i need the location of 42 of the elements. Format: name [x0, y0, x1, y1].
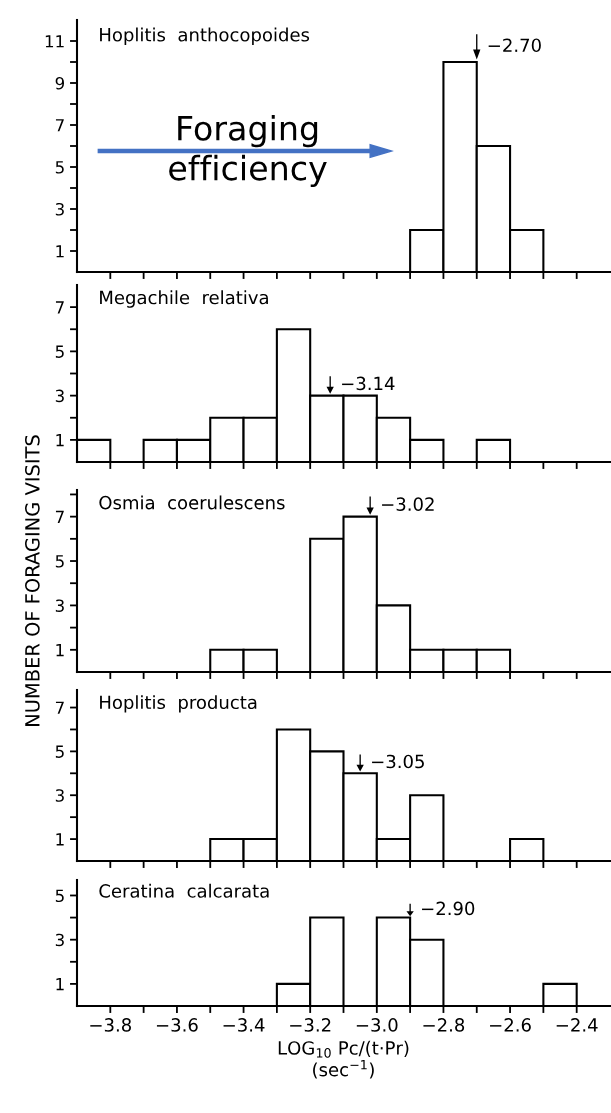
annotation: Hoplitis producta [100, 695, 257, 713]
y-axis-title: NUMBER OF FORAGING VISITS [25, 435, 40, 726]
annotation: Megachile relativa [100, 290, 268, 308]
annotation: −2.90 [422, 901, 475, 916]
annotation: −3.05 [372, 754, 424, 769]
y-tick-label: 5 [55, 555, 64, 568]
annotation: Foraging efficiency [169, 114, 327, 188]
x-tick-label: −3.0 [356, 1018, 398, 1032]
y-tick-label: 5 [55, 161, 64, 174]
y-tick-label: 9 [55, 76, 65, 90]
annotation: Osmia coerulescens [99, 495, 285, 510]
y-tick-label: 7 [55, 301, 64, 314]
y-tick-label: 1 [56, 833, 64, 846]
x-tick-label: −3.8 [90, 1018, 131, 1032]
x-tick-label: −3.6 [156, 1018, 198, 1032]
annotation: −2.70 [488, 38, 541, 53]
y-tick-label: 3 [55, 933, 64, 947]
y-tick-label: 3 [55, 202, 64, 216]
y-tick-label: 3 [55, 389, 64, 403]
y-tick-label: 5 [55, 345, 64, 358]
y-tick-label: 1 [56, 643, 64, 657]
x-tick-label: −3.2 [290, 1018, 331, 1032]
x-tick-label: −2.6 [490, 1018, 531, 1032]
x-axis-title: LOG$_{10}$ Pc/(t·Pr) (sec$^{−1}$) [278, 1040, 409, 1079]
annotation: −3.14 [342, 376, 395, 391]
y-tick-label: 1 [56, 978, 64, 991]
y-tick-label: 1 [56, 245, 64, 258]
x-tick-label: −2.8 [423, 1018, 465, 1032]
y-tick-label: 7 [55, 701, 64, 714]
y-tick-label: 11 [45, 35, 64, 48]
y-tick-label: 7 [55, 119, 64, 132]
y-tick-label: 3 [55, 599, 64, 612]
x-tick-label: −3.4 [223, 1018, 265, 1032]
y-tick-label: 5 [55, 745, 64, 758]
y-tick-label: 7 [55, 510, 64, 523]
annotation: Ceratina calcarata [99, 883, 269, 898]
annotation: −3.02 [382, 497, 434, 511]
y-tick-label: 3 [55, 789, 64, 802]
y-tick-label: 5 [55, 889, 64, 903]
x-tick-label: −2.4 [556, 1018, 598, 1032]
y-tick-label: 1 [56, 434, 64, 447]
annotation: Hoplitis anthocopoides [100, 27, 310, 46]
